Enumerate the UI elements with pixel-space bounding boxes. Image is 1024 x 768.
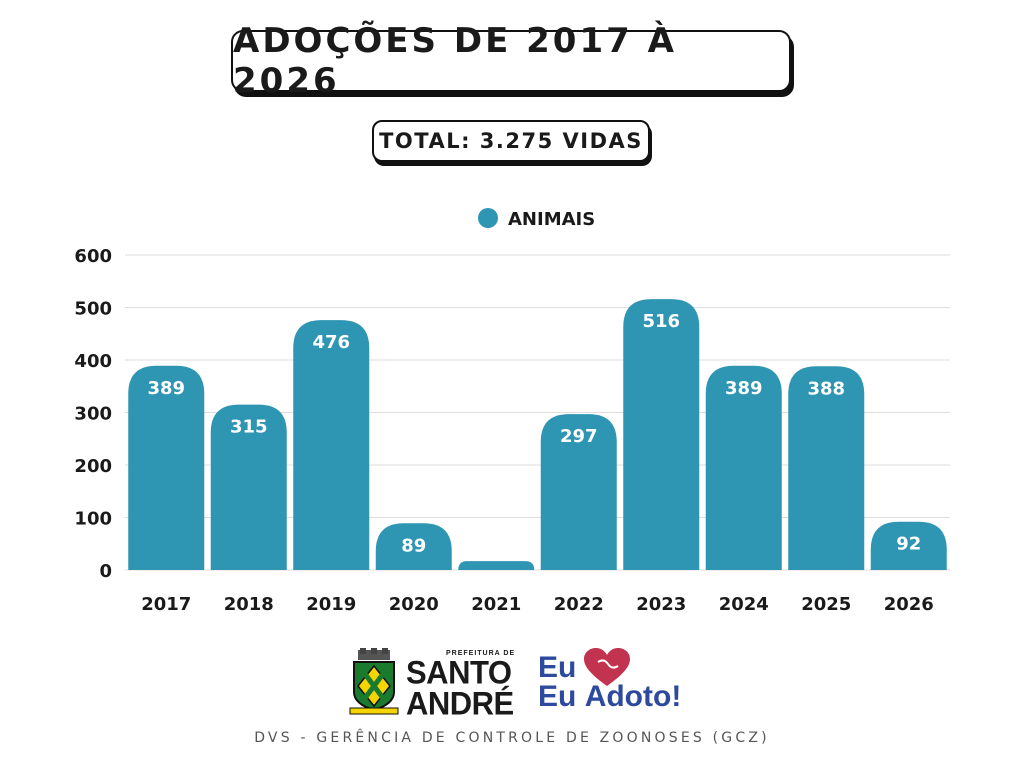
data-label-2017: 389	[147, 378, 185, 399]
bar-2018	[210, 404, 287, 570]
data-label-2022: 297	[560, 426, 598, 447]
bar-2022	[540, 414, 617, 570]
x-tick-label-2022: 2022	[554, 594, 604, 615]
data-label-2020: 89	[401, 535, 426, 556]
santo-andre-logo: PREFEITURA DE SANTO ANDRÉ	[406, 650, 516, 722]
legend-marker	[478, 208, 498, 228]
data-label-2026: 92	[896, 534, 921, 555]
prefeitura-label: PREFEITURA DE	[446, 650, 516, 657]
y-tick-label: 0	[99, 561, 112, 582]
eu-adoto-logo: Eu Eu Adoto!	[538, 651, 682, 713]
x-tick-label-2021: 2021	[471, 594, 521, 615]
chart-subtitle: TOTAL: 3.275 VIDAS	[379, 129, 643, 153]
y-tick-label: 400	[74, 351, 112, 372]
y-tick-label: 300	[74, 404, 112, 425]
x-tick-label-2019: 2019	[306, 594, 356, 615]
bar-chart: 0 100 200 300 400 500 600 ANIMAIS 389 2017 315 2018…	[74, 208, 950, 615]
bar-2025	[788, 366, 865, 570]
data-label-2019: 476	[312, 332, 350, 353]
x-tick-label-2023: 2023	[636, 594, 686, 615]
eu-label-1: Eu	[538, 651, 577, 684]
bar-2023	[623, 299, 700, 570]
y-tick-label: 100	[74, 509, 112, 530]
adoto-label: Adoto!	[584, 679, 682, 713]
footer-credit: DVS - GERÊNCIA DE CONTROLE DE ZOONOSES (…	[254, 730, 770, 746]
x-tick-label-2026: 2026	[884, 594, 934, 615]
y-tick-label: 600	[74, 246, 112, 267]
x-tick-label-2024: 2024	[719, 594, 769, 615]
x-tick-label-2017: 2017	[141, 594, 191, 615]
x-tick-label-2018: 2018	[224, 594, 274, 615]
santo-label: SANTO	[406, 654, 512, 691]
x-tick-label-2020: 2020	[389, 594, 439, 615]
heart-icon	[584, 648, 630, 686]
chart-title: ADOÇÕES DE 2017 À 2026	[233, 21, 677, 101]
eu-label-2: Eu	[538, 679, 577, 713]
title-box: ADOÇÕES DE 2017 À 2026	[231, 21, 791, 101]
data-label-2024: 389	[725, 378, 763, 399]
bar-2026	[870, 521, 947, 570]
bar-2021	[458, 561, 535, 570]
bar-2017	[128, 365, 205, 570]
y-tick-label: 500	[74, 299, 112, 320]
logos: PREFEITURA DE SANTO ANDRÉ Eu Eu Adoto!	[348, 648, 708, 722]
data-label-2023: 516	[642, 311, 680, 332]
y-tick-label: 200	[74, 456, 112, 477]
data-label-2025: 388	[807, 378, 845, 399]
data-label-2018: 315	[230, 417, 268, 438]
legend-label: ANIMAIS	[508, 209, 595, 230]
bar-2020	[375, 523, 452, 570]
x-tick-label-2025: 2025	[801, 594, 851, 615]
total-box: TOTAL: 3.275 VIDAS	[372, 120, 650, 162]
santo-andre-coat-of-arms-icon	[349, 648, 399, 715]
bar-2024	[705, 365, 782, 570]
bar-2019	[293, 320, 370, 570]
andre-label: ANDRÉ	[406, 685, 514, 722]
